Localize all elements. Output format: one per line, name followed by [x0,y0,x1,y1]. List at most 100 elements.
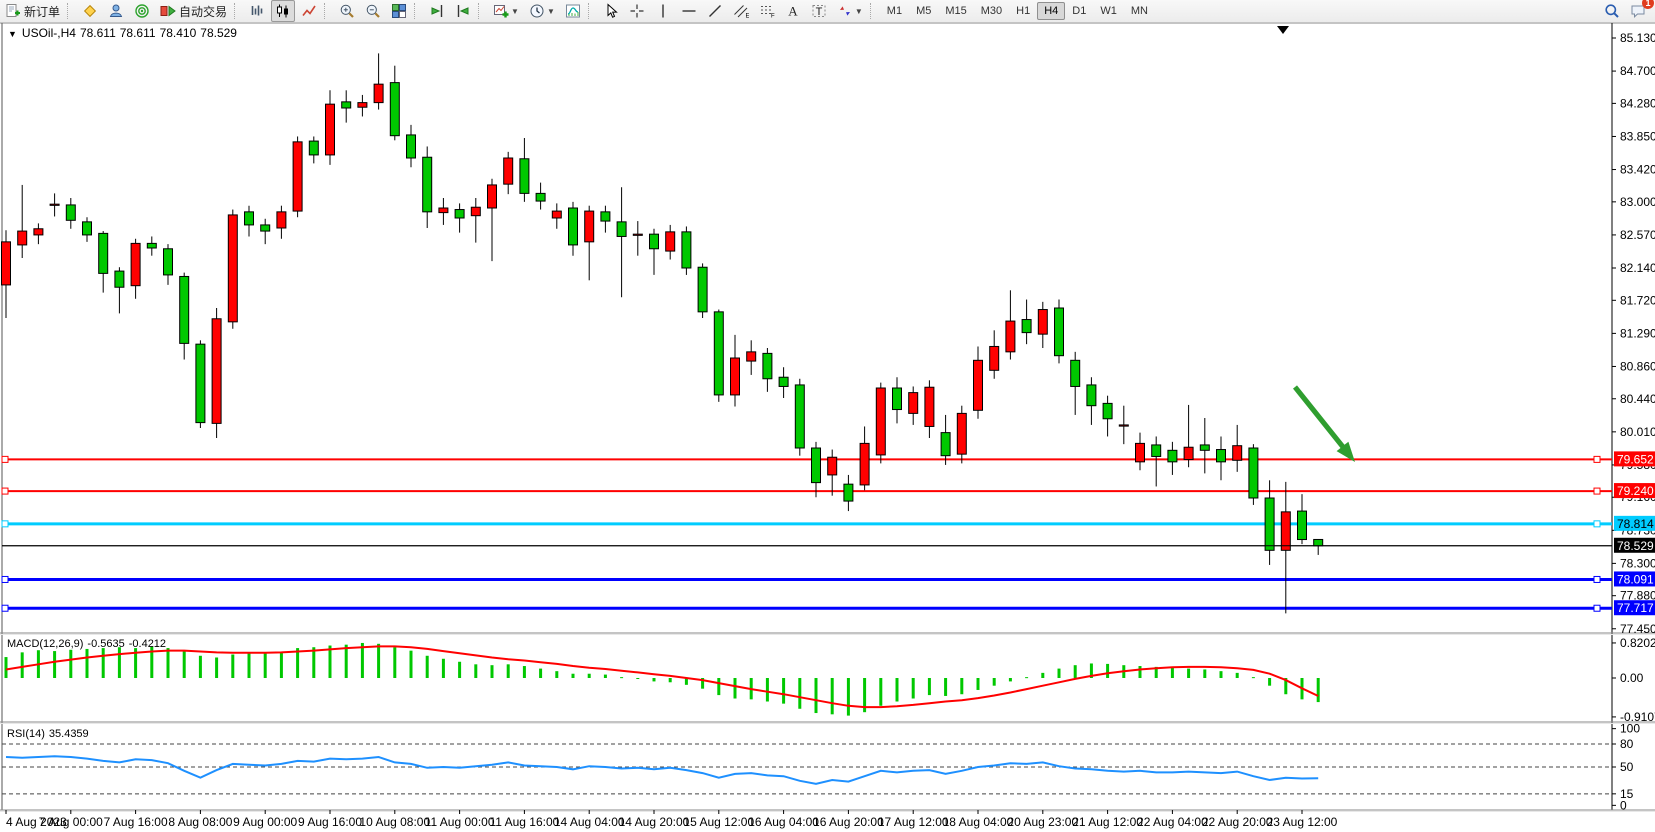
candle-body-up [276,211,287,229]
chart-area[interactable]: 85.130 84.700 84.280 83.850 83.420 83.000 82.5… [0,22,1655,832]
signals-button[interactable] [130,0,154,22]
auto-scroll-button[interactable] [425,0,449,22]
tf-m1-button[interactable]: M1 [886,5,903,17]
new-chart-button[interactable]: ▼ [489,0,523,22]
tf-h1-button[interactable]: H1 [1016,5,1031,17]
trendline-button[interactable] [703,0,727,22]
support-line-blue-2-handle[interactable] [1593,604,1601,612]
price-axis-label: 82.140 [1620,261,1655,275]
new-order-button[interactable]: 新订单 [1,0,64,22]
support-line-blue-1-handle[interactable] [1,575,9,583]
candle-body-up [989,345,1000,371]
autotrading-button[interactable]: 自动交易 [156,0,231,22]
candle-body-down [1297,510,1307,541]
candle-body-up [357,102,368,108]
resistance-line-2-handle[interactable] [1593,487,1601,495]
candle-body-down [1216,449,1226,463]
channel-button[interactable]: E [729,0,753,22]
macd-histogram-bar [879,678,883,706]
candle-chart-button[interactable] [271,0,296,22]
zoom-in-button[interactable] [335,0,359,22]
tf-m30-button[interactable]: M30 [980,5,1003,17]
support-line-cyan-handle[interactable] [1,520,9,528]
chart-shift-button[interactable] [451,0,475,22]
doc-icon [6,4,20,17]
tf-d1-button[interactable]: D1 [1072,5,1087,17]
zoom-out-button[interactable] [361,0,385,22]
macd-histogram-bar [733,678,737,699]
newchart-icon [494,5,509,18]
chart-title-toggle-icon[interactable]: ▼ [8,29,17,39]
macd-histogram-bar [960,678,964,695]
macd-histogram-bar [393,647,397,678]
time-axis-label: 4 Aug 2023 [6,815,67,829]
chart-title: ▼ USOil-,H4 78.611 78.611 78.410 78.529 [8,26,237,40]
rsi-axis-label: 50 [1620,760,1634,774]
candle-body-down [697,266,708,313]
candle-body-up [1183,446,1194,461]
profiles-button[interactable]: ▼ [525,0,559,22]
resistance-line-1-handle[interactable] [1593,455,1601,463]
candle-body-up [1118,424,1129,427]
macd-histogram-bar [846,678,850,716]
support-line-blue-1-handle[interactable] [1593,575,1601,583]
crosshair-button[interactable] [625,0,649,22]
macd-histogram-bar [620,677,624,679]
candle-body-down [600,211,611,222]
dropdown-caret-icon[interactable]: ▼ [854,6,863,16]
chat-button[interactable]: 1 [1626,0,1654,22]
horizontal-line-button[interactable] [677,0,701,22]
macd-histogram-bar [409,650,413,678]
rsi-axis-label: 15 [1620,787,1634,801]
chart-canvas[interactable]: 85.130 84.700 84.280 83.850 83.420 83.000 82.5… [0,22,1655,832]
price-axis-label: 85.130 [1620,31,1655,45]
indicators-button[interactable] [561,0,585,22]
resistance-line-1-handle[interactable] [1,455,9,463]
line-chart-button[interactable] [297,0,321,22]
support-line-blue-2-handle[interactable] [1,604,9,612]
time-axis-label: 9 Aug 00:00 [233,815,297,829]
candle-body-up [17,230,28,246]
metaeditor-button[interactable] [78,0,102,22]
tf-w1-button[interactable]: W1 [1100,5,1117,17]
macd-histogram-bar [668,678,672,683]
support-line-cyan-handle[interactable] [1593,520,1601,528]
experts-button[interactable] [104,0,128,22]
tf-m15-button[interactable]: M15 [945,5,967,17]
macd-histogram-bar [150,646,154,678]
text-button[interactable]: A [781,0,805,22]
candle-body-up [33,228,44,236]
macd-histogram-bar [101,648,105,678]
dropdown-caret-icon[interactable]: ▼ [546,6,555,16]
resistance-line-2-handle[interactable] [1,487,9,495]
macd-histogram-bar [1251,677,1255,679]
candle-body-down [1086,384,1097,407]
tf-h4-button[interactable]: H4 [1037,2,1066,20]
text-label-button[interactable]: T [807,0,831,22]
tf-m5-button[interactable]: M5 [916,5,932,17]
tf-mn-button[interactable]: MN [1130,5,1148,17]
candle-body-down [811,447,821,484]
arrows-button[interactable]: ▼ [833,0,867,22]
sell-signal-arrow[interactable] [1293,385,1355,462]
tile-windows-button[interactable] [387,0,411,22]
chart-shift-marker-icon[interactable] [1277,26,1289,34]
bar-chart-button[interactable] [245,0,269,22]
time-axis-label: 14 Aug 20:00 [619,815,690,829]
candle-body-up [730,357,740,396]
linechart-icon [302,5,316,16]
fibonacci-button[interactable]: F [755,0,779,22]
svg-text:E: E [745,14,749,20]
vertical-line-button[interactable] [651,0,675,22]
macd-histogram-bar [69,649,73,678]
ohlc-low: 78.410 [159,26,197,40]
macd-histogram-bar [571,673,575,678]
clock-icon [530,4,544,18]
price-axis-label: 77.880 [1620,589,1655,603]
dropdown-caret-icon[interactable]: ▼ [511,6,519,16]
candle-body-up [1280,511,1291,551]
search-button[interactable] [1600,0,1624,22]
macd-histogram-bar [1268,678,1272,686]
channel-icon: E [734,5,749,20]
cursor-button[interactable] [599,0,623,22]
